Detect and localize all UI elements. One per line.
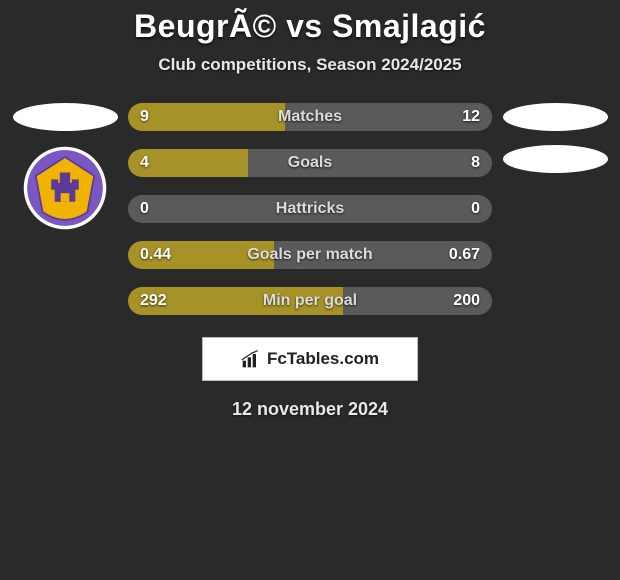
stat-value-right: 0 [471,200,480,218]
page-subtitle: Club competitions, Season 2024/2025 [0,55,620,75]
stat-row: 4 8 Goals [128,149,492,177]
stat-label: Goals per match [247,246,372,264]
stat-row: 9 12 Matches [128,103,492,131]
stat-value-right: 200 [453,292,480,310]
stat-bar-left-segment [128,103,285,131]
stat-value-right: 8 [471,154,480,172]
snapshot-date: 12 november 2024 [0,399,620,420]
bar-chart-icon [241,349,261,369]
right-player-column [500,103,610,173]
stat-value-left: 0 [140,200,149,218]
stat-bars: 9 12 Matches 4 8 Goals 0 0 Hattricks 0.44 0.67 Goal… [120,103,500,315]
right-player-name-ellipse [503,103,608,131]
left-player-column [10,103,120,231]
stat-value-left: 0.44 [140,246,171,264]
stat-label: Goals [288,154,332,172]
page-title: BeugrÃ© vs Smajlagić [0,8,620,45]
stat-row: 0.44 0.67 Goals per match [128,241,492,269]
stat-label: Matches [278,108,342,126]
comparison-main: 9 12 Matches 4 8 Goals 0 0 Hattricks 0.44 0.67 Goal… [0,103,620,315]
infographic-root: BeugrÃ© vs Smajlagić Club competitions, … [0,0,620,420]
source-label: FcTables.com [267,349,379,369]
stat-value-left: 9 [140,108,149,126]
stat-value-right: 0.67 [449,246,480,264]
stat-value-left: 4 [140,154,149,172]
stat-row: 292 200 Min per goal [128,287,492,315]
stat-label: Min per goal [263,292,357,310]
stat-label: Hattricks [276,200,344,218]
stat-row: 0 0 Hattricks [128,195,492,223]
right-club-ellipse [503,145,608,173]
left-player-name-ellipse [13,103,118,131]
source-attribution-box: FcTables.com [202,337,418,381]
left-club-crest [22,145,108,231]
stat-bar-right-segment [248,149,492,177]
stat-value-left: 292 [140,292,167,310]
stat-value-right: 12 [462,108,480,126]
